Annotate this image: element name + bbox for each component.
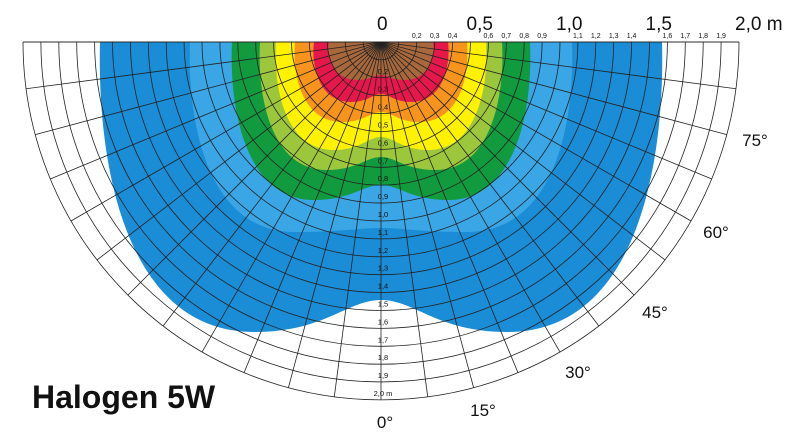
angle-label: 15° xyxy=(470,401,496,420)
distance-minor-label: 0,3 xyxy=(430,33,440,40)
angle-line xyxy=(380,41,600,327)
axis-label: 0,9 xyxy=(378,192,388,201)
angle-label: 45° xyxy=(642,303,668,322)
distance-label: 0 xyxy=(377,14,388,35)
angle-line xyxy=(50,41,382,180)
distance-minor-label: 1,6 xyxy=(663,33,673,40)
angle-line xyxy=(380,41,429,397)
angle-line xyxy=(380,41,561,353)
distance-label: 2,0 m xyxy=(735,14,783,35)
axis-label: 0,2 xyxy=(378,67,388,76)
axis-label: 0,6 xyxy=(378,138,388,147)
angle-line xyxy=(380,41,635,296)
angle-label: 75° xyxy=(742,131,768,150)
angle-line xyxy=(26,41,382,90)
polar-grid xyxy=(22,41,740,401)
distance-minor-label: 1,2 xyxy=(591,33,601,40)
distance-minor-label: 1,9 xyxy=(716,33,726,40)
angle-line xyxy=(201,41,382,353)
axis-label: 1,7 xyxy=(378,335,388,344)
axis-label: 2,0 m xyxy=(374,389,393,398)
angle-line xyxy=(380,41,519,373)
angle-line xyxy=(35,41,382,136)
axis-label: 0,7 xyxy=(378,156,388,165)
axis-label: 1,3 xyxy=(378,264,388,273)
angle-line xyxy=(70,41,382,222)
axis-label: 0,8 xyxy=(378,174,388,183)
distance-minor-label: 0,4 xyxy=(448,33,458,40)
axis-label: 1,6 xyxy=(378,317,388,326)
angle-line xyxy=(380,41,692,222)
angle-label: 60° xyxy=(703,223,729,242)
axis-label: 1,9 xyxy=(378,371,388,380)
angle-line xyxy=(243,41,382,373)
angle-line xyxy=(162,41,382,327)
angle-line xyxy=(127,41,382,296)
distance-label: 0,5 xyxy=(467,14,493,35)
axis-label: 1,2 xyxy=(378,246,388,255)
distance-minor-label: 0,8 xyxy=(519,33,529,40)
axis-label: 1,5 xyxy=(378,300,388,309)
axis-label: 0,4 xyxy=(378,103,388,112)
distance-minor-label: 0,2 xyxy=(412,33,422,40)
distance-minor-label: 0,6 xyxy=(484,33,494,40)
axis-label: 0,3 xyxy=(378,85,388,94)
axis-label: 0,5 xyxy=(378,121,388,130)
angle-line xyxy=(96,41,382,261)
title: Halogen 5W xyxy=(32,379,216,415)
distance-minor-label: 1,8 xyxy=(698,33,708,40)
axis-label: 1,4 xyxy=(378,282,388,291)
angle-line xyxy=(380,41,727,136)
angle-line xyxy=(380,41,736,90)
angle-label: 30° xyxy=(565,363,591,382)
distance-minor-label: 0,7 xyxy=(501,33,511,40)
labels: 0 0,5 1,0 1,5 2,0 m0,2 0,3 0,4 0,6 0,7 0,8 0,9 1,1 1… xyxy=(374,14,783,432)
axis-label: 1,0 xyxy=(378,210,388,219)
distance-minor-label: 1,4 xyxy=(627,33,637,40)
distance-minor-label: 1,3 xyxy=(609,33,619,40)
angle-line xyxy=(380,41,712,180)
angle-label: 0° xyxy=(377,413,393,432)
distance-minor-label: 1,7 xyxy=(680,33,690,40)
distance-minor-label: 1,1 xyxy=(573,33,583,40)
angle-line xyxy=(287,41,382,388)
axis-label: 1,1 xyxy=(378,228,388,237)
distance-label: 1,5 xyxy=(646,14,672,35)
angle-line xyxy=(380,41,666,261)
axis-label: 1,8 xyxy=(378,353,388,362)
angle-line xyxy=(380,41,475,388)
angle-line xyxy=(333,41,382,397)
distance-label: 1,0 xyxy=(556,14,582,35)
distance-minor-label: 0,9 xyxy=(537,33,547,40)
